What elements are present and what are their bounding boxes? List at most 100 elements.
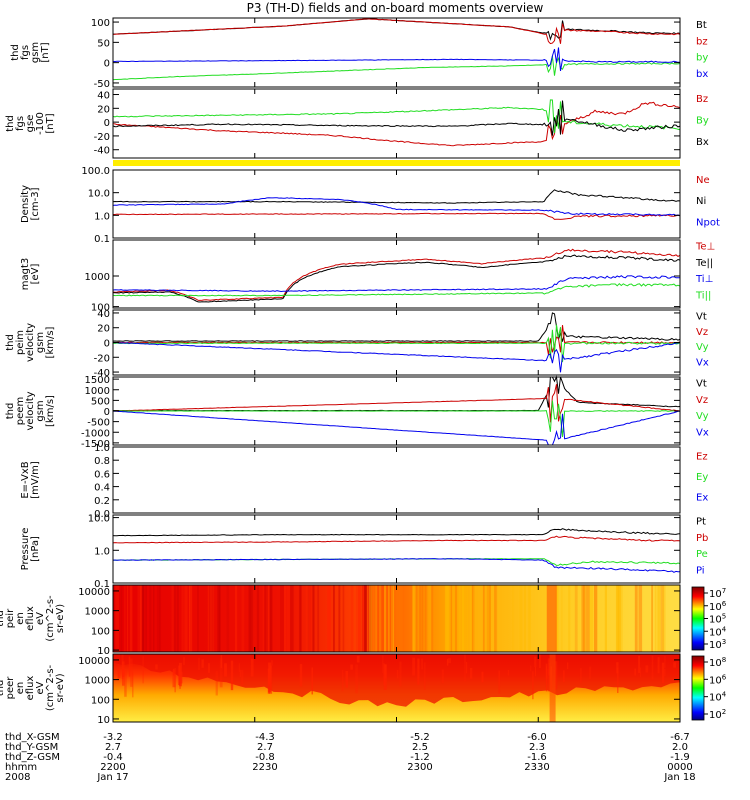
peir-spectrogram-stripe bbox=[185, 585, 189, 652]
peir-spectrogram-stripe bbox=[471, 585, 474, 652]
y-tick-label: 1000 bbox=[85, 607, 110, 618]
x-value: 2.3 bbox=[529, 742, 545, 753]
y-axis-label: thd fgs gse -100 [nT] bbox=[5, 112, 56, 135]
y-axis-label: thd peim velocity gsm [km/s] bbox=[5, 323, 56, 362]
peir-spectrogram-stripe bbox=[422, 585, 427, 652]
y-tick-label: 0.6 bbox=[94, 469, 110, 480]
series-ni-line bbox=[112, 189, 681, 204]
peir-spectrogram-stripe bbox=[338, 585, 341, 652]
peer-spectrogram-stripe bbox=[616, 662, 619, 674]
peir-spectrogram-stripe bbox=[616, 585, 619, 652]
y-tick-label: 10000 bbox=[78, 587, 110, 598]
y-axis-label-line: eflux bbox=[25, 676, 36, 701]
y-axis-label-line: [km/s] bbox=[45, 326, 56, 358]
peir-spectrogram-stripe bbox=[615, 585, 620, 652]
peer-spectrogram-stripe bbox=[350, 664, 353, 670]
legend-vt: Vt bbox=[696, 379, 707, 390]
peir-spectrogram-stripe bbox=[266, 585, 270, 652]
peir-spectrogram-stripe bbox=[470, 585, 473, 652]
peir-spectrogram-stripe bbox=[561, 585, 563, 652]
x-value: 2.5 bbox=[412, 742, 428, 753]
y-axis-label: E=-VxB [mV/m] bbox=[20, 461, 41, 499]
legend-bz: Bz bbox=[696, 94, 708, 105]
legend-ti: Ti⊥ bbox=[695, 274, 713, 285]
peer-spectrogram-stripe bbox=[384, 664, 387, 679]
peer-spectrogram-stripe bbox=[673, 662, 677, 668]
legend-vy: Vy bbox=[696, 342, 709, 353]
peer-spectrogram-stripe bbox=[215, 670, 218, 696]
peer-spectrogram-stripe bbox=[507, 669, 509, 676]
legend-pe: Pe bbox=[696, 549, 708, 560]
peir-spectrogram-stripe bbox=[568, 585, 571, 652]
colorbar-label: 103 bbox=[709, 638, 726, 651]
peir-spectrogram-stripe bbox=[582, 585, 587, 652]
peir-spectrogram-stripe bbox=[395, 585, 399, 652]
legend-npot: Npot bbox=[696, 217, 720, 228]
y-axis-label-line: fgs bbox=[20, 45, 31, 60]
peer-spectrogram-stripe bbox=[219, 658, 223, 688]
y-tick-label: -40 bbox=[94, 368, 110, 379]
spectrogram-layer bbox=[113, 160, 680, 722]
peer-spectrogram-stripe bbox=[118, 668, 121, 679]
peir-spectrogram-stripe bbox=[188, 585, 190, 652]
peer-spectrogram-stripe bbox=[423, 662, 426, 690]
panel-frame bbox=[112, 446, 681, 514]
peer-spectrogram-stripe bbox=[421, 658, 423, 670]
peer-spectrogram-stripe bbox=[464, 662, 466, 682]
y-tick-label: 0 bbox=[104, 339, 110, 350]
peir-spectrogram-stripe bbox=[450, 585, 453, 652]
panel-frame bbox=[112, 514, 681, 584]
y-axis-label-line: velocity bbox=[25, 323, 36, 362]
peir-spectrogram-stripe bbox=[651, 585, 653, 652]
peir-spectrogram-stripe bbox=[123, 585, 126, 652]
peir-spectrogram-stripe bbox=[660, 585, 665, 652]
legend-te: Te⊥ bbox=[695, 242, 715, 253]
y-tick-label: 1.0 bbox=[94, 443, 110, 454]
peir-spectrogram-stripe bbox=[651, 585, 654, 652]
peir-spectrogram-stripe bbox=[312, 585, 315, 652]
peir-spectrogram-stripe bbox=[484, 585, 486, 652]
peir-spectrogram-stripe bbox=[113, 585, 116, 652]
y-tick-label: 10 bbox=[97, 646, 110, 657]
peir-spectrogram-stripe bbox=[141, 585, 144, 652]
legend-ey: Ey bbox=[696, 472, 708, 483]
y-axis-label-line: [mV/m] bbox=[30, 461, 41, 499]
peir-spectrogram-stripe bbox=[235, 585, 238, 652]
peir-spectrogram-stripe bbox=[212, 585, 215, 652]
y-tick-label: 0.1 bbox=[94, 579, 110, 590]
peer-spectrogram-stripe bbox=[238, 663, 240, 672]
legend-by: by bbox=[696, 53, 708, 64]
peir-spectrogram-stripe bbox=[342, 585, 345, 652]
peer-spectrogram-stripe bbox=[579, 668, 582, 683]
peir-spectrogram-stripe bbox=[145, 585, 147, 652]
colorbar-label: 106 bbox=[709, 600, 727, 613]
peir-spectrogram-stripe bbox=[658, 585, 662, 652]
y-axis-label: Pressure [nPa] bbox=[20, 528, 41, 571]
colorbar-label: 107 bbox=[709, 587, 726, 600]
peer-spectrogram-stripe bbox=[230, 660, 234, 691]
peir-spectrogram-stripe bbox=[207, 585, 209, 652]
peir-spectrogram-stripe bbox=[485, 585, 487, 652]
peer-spectrogram-stripe bbox=[651, 655, 654, 680]
peir-spectrogram-stripe bbox=[487, 585, 491, 652]
peer-spectrogram-stripe bbox=[399, 661, 402, 687]
peir-spectrogram-stripe bbox=[589, 585, 594, 652]
peer-spectrogram-stripe bbox=[530, 665, 532, 672]
peir-spectrogram-stripe bbox=[657, 585, 660, 652]
peer-spectrogram-stripe bbox=[464, 654, 466, 664]
legend-bt: Bt bbox=[696, 20, 707, 31]
series-pi-line bbox=[112, 558, 680, 573]
peir-spectrogram-stripe bbox=[494, 585, 496, 652]
y-axis-label-line: sr-eV) bbox=[55, 673, 66, 702]
y-tick-label: 1.0 bbox=[94, 546, 110, 557]
peir-spectrogram-stripe bbox=[368, 585, 373, 652]
peir-spectrogram-stripe bbox=[654, 585, 657, 652]
peir-spectrogram-stripe bbox=[461, 585, 465, 652]
colorbar bbox=[691, 586, 705, 651]
peer-spectrogram-stripe bbox=[172, 668, 175, 676]
peer-spectrogram-stripe bbox=[382, 655, 384, 674]
x-row-label: hhmm bbox=[5, 762, 37, 773]
x-row-label: thd_Y-GSM bbox=[5, 742, 58, 753]
peir-spectrogram-stripe bbox=[464, 585, 466, 652]
